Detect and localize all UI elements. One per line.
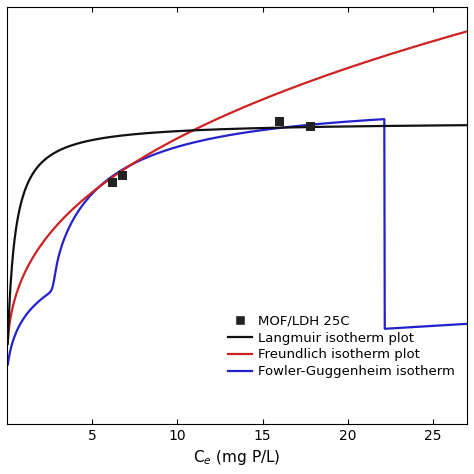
Point xyxy=(119,172,127,179)
Point xyxy=(276,118,283,125)
X-axis label: C$_e$ (mg P/L): C$_e$ (mg P/L) xyxy=(193,448,281,467)
Legend: MOF/LDH 25C, Langmuir isotherm plot, Freundlich isotherm plot, Fowler-Guggenheim: MOF/LDH 25C, Langmuir isotherm plot, Fre… xyxy=(223,309,460,384)
Point xyxy=(109,179,117,186)
Point xyxy=(307,123,314,130)
